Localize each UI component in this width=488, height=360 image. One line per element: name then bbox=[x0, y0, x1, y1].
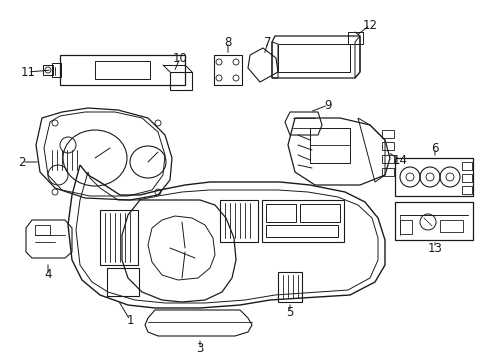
Text: 1: 1 bbox=[126, 314, 134, 327]
Text: 14: 14 bbox=[392, 153, 407, 166]
Bar bbox=[381, 142, 393, 150]
Bar bbox=[35, 225, 50, 235]
Bar bbox=[107, 268, 139, 296]
Bar bbox=[394, 158, 472, 196]
Text: 11: 11 bbox=[20, 66, 36, 78]
Bar bbox=[299, 204, 339, 222]
Bar bbox=[52, 63, 61, 77]
Bar bbox=[461, 174, 471, 182]
Bar bbox=[381, 168, 393, 176]
Bar bbox=[278, 272, 302, 302]
Bar bbox=[170, 72, 192, 90]
Bar bbox=[60, 55, 184, 85]
Bar bbox=[309, 128, 349, 163]
Bar bbox=[399, 220, 411, 234]
Text: 12: 12 bbox=[362, 18, 377, 32]
Bar bbox=[214, 55, 242, 85]
Text: 3: 3 bbox=[196, 342, 203, 355]
Bar bbox=[262, 200, 343, 242]
Text: 13: 13 bbox=[427, 242, 442, 255]
Text: 2: 2 bbox=[18, 156, 26, 168]
Text: 6: 6 bbox=[430, 141, 438, 154]
Bar bbox=[265, 204, 295, 222]
Bar bbox=[439, 220, 462, 232]
Bar bbox=[100, 210, 138, 265]
Bar bbox=[95, 61, 150, 79]
Text: 4: 4 bbox=[44, 269, 52, 282]
Text: 8: 8 bbox=[224, 36, 231, 49]
Bar bbox=[461, 162, 471, 170]
Bar bbox=[220, 200, 258, 242]
Bar bbox=[461, 186, 471, 194]
Text: 7: 7 bbox=[264, 36, 271, 49]
Text: 5: 5 bbox=[286, 306, 293, 319]
Bar bbox=[381, 130, 393, 138]
Bar bbox=[381, 155, 393, 163]
Text: 9: 9 bbox=[324, 99, 331, 112]
Text: 10: 10 bbox=[172, 51, 187, 64]
Bar bbox=[278, 44, 349, 72]
Bar bbox=[347, 32, 362, 44]
Bar bbox=[265, 225, 337, 237]
Bar bbox=[394, 202, 472, 240]
Bar bbox=[43, 65, 53, 75]
